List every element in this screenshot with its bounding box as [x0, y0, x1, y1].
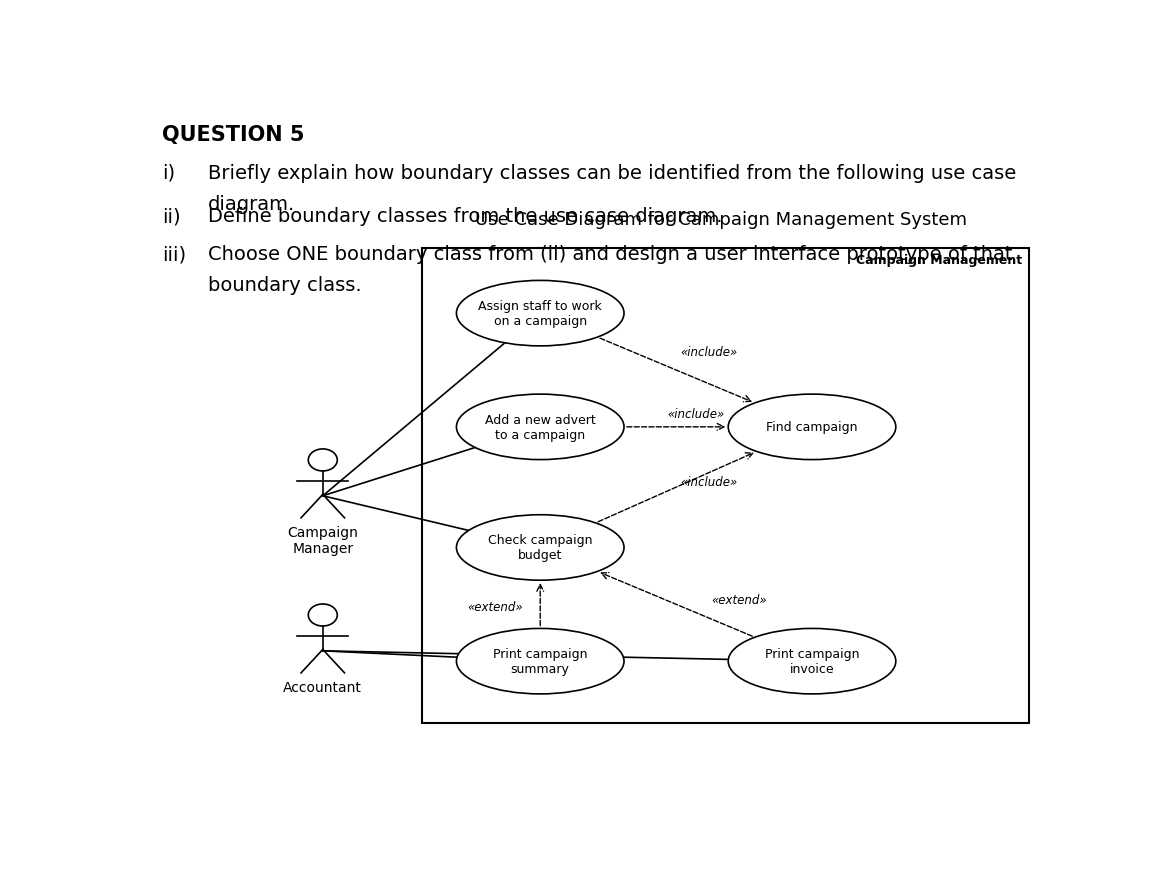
- Text: Campaign
Manager: Campaign Manager: [288, 525, 358, 555]
- Text: «extend»: «extend»: [468, 600, 523, 613]
- Ellipse shape: [728, 628, 895, 694]
- Ellipse shape: [728, 394, 895, 460]
- Text: Print campaign
invoice: Print campaign invoice: [765, 647, 859, 675]
- Bar: [422, 249, 1030, 723]
- Text: Print campaign
summary: Print campaign summary: [493, 647, 588, 675]
- Text: Campaign Management: Campaign Management: [856, 254, 1022, 267]
- Text: iii): iii): [162, 245, 187, 264]
- Text: Assign staff to work
on a campaign: Assign staff to work on a campaign: [478, 299, 602, 328]
- Text: diagram.: diagram.: [208, 195, 295, 214]
- Text: Briefly explain how boundary classes can be identified from the following use ca: Briefly explain how boundary classes can…: [208, 164, 1016, 182]
- Text: «include»: «include»: [680, 345, 738, 358]
- Ellipse shape: [456, 628, 624, 694]
- Text: ii): ii): [162, 207, 181, 226]
- Text: QUESTION 5: QUESTION 5: [162, 124, 305, 145]
- Text: Find campaign: Find campaign: [766, 421, 858, 434]
- Ellipse shape: [456, 394, 624, 460]
- Text: boundary class.: boundary class.: [208, 276, 361, 295]
- Text: Define boundary classes from the use case diagram.: Define boundary classes from the use cas…: [208, 207, 722, 226]
- Ellipse shape: [456, 515, 624, 580]
- Text: Choose ONE boundary class from (ii) and design a user interface prototype of tha: Choose ONE boundary class from (ii) and …: [208, 245, 1012, 264]
- Circle shape: [309, 604, 338, 627]
- Text: Accountant: Accountant: [283, 680, 362, 694]
- Text: Check campaign
budget: Check campaign budget: [487, 534, 593, 561]
- Ellipse shape: [456, 281, 624, 347]
- Text: Use Case Diagram for Campaign Management System: Use Case Diagram for Campaign Management…: [476, 211, 968, 229]
- Text: «extend»: «extend»: [712, 593, 767, 606]
- Text: Add a new advert
to a campaign: Add a new advert to a campaign: [485, 413, 595, 442]
- Text: «include»: «include»: [667, 407, 725, 420]
- Text: i): i): [162, 164, 175, 182]
- Text: «include»: «include»: [680, 476, 738, 489]
- Circle shape: [309, 450, 338, 471]
